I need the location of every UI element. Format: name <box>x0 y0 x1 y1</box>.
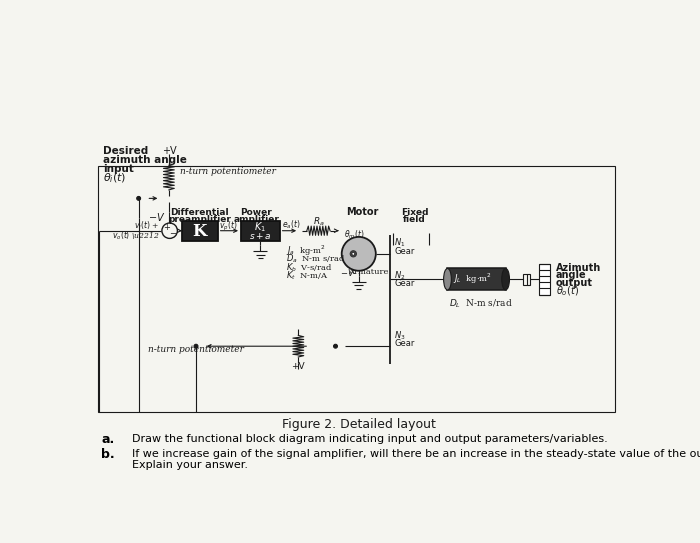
Text: input: input <box>103 164 134 174</box>
Circle shape <box>350 251 356 257</box>
Text: $\theta_o(t)$: $\theta_o(t)$ <box>556 284 579 298</box>
Text: +: + <box>163 223 170 232</box>
Text: $\theta_i(t)$: $\theta_i(t)$ <box>103 172 127 185</box>
Bar <box>539 264 550 295</box>
Text: $s+a$: $s+a$ <box>249 231 272 241</box>
Text: angle: angle <box>556 270 587 280</box>
Text: Gear: Gear <box>394 247 415 256</box>
Text: $e_a(t)$: $e_a(t)$ <box>282 218 300 231</box>
Text: $v_i(t)$ +: $v_i(t)$ + <box>134 220 160 232</box>
Text: $N_3$: $N_3$ <box>394 329 406 342</box>
Text: a.: a. <box>102 433 115 446</box>
Text: field: field <box>403 216 426 224</box>
Text: n-turn potentiometer: n-turn potentiometer <box>148 345 244 354</box>
Circle shape <box>352 252 355 255</box>
Text: output: output <box>556 278 593 288</box>
Text: −: − <box>169 229 176 238</box>
Ellipse shape <box>502 268 510 290</box>
Text: $D_a$  N-m s/rad: $D_a$ N-m s/rad <box>286 253 346 266</box>
Text: n-turn potentiometer: n-turn potentiometer <box>181 167 276 176</box>
Circle shape <box>334 344 337 348</box>
Text: Gear: Gear <box>394 279 415 288</box>
Circle shape <box>194 344 198 348</box>
Circle shape <box>136 197 141 200</box>
Text: $v_p(t)$: $v_p(t)$ <box>219 219 238 232</box>
Text: Power: Power <box>241 208 272 217</box>
Text: $J_a$  kg-m$^2$: $J_a$ kg-m$^2$ <box>286 243 326 258</box>
Text: Draw the functional block diagram indicating input and output parameters/variabl: Draw the functional block diagram indica… <box>132 434 608 444</box>
Bar <box>524 274 530 285</box>
Circle shape <box>342 237 376 271</box>
Text: Explain your answer.: Explain your answer. <box>132 460 248 470</box>
Text: Fixed: Fixed <box>401 208 428 217</box>
Ellipse shape <box>444 268 452 290</box>
Bar <box>97 166 615 413</box>
Text: Desired: Desired <box>103 146 148 156</box>
Text: $K_t$  N-m/A: $K_t$ N-m/A <box>286 270 328 282</box>
Circle shape <box>162 223 177 238</box>
Text: $-V$: $-V$ <box>148 211 165 223</box>
Text: $K_1$: $K_1$ <box>254 220 266 234</box>
Text: $N_2$: $N_2$ <box>394 269 406 282</box>
Bar <box>182 220 218 242</box>
Text: $K_b$  V-s/rad: $K_b$ V-s/rad <box>286 261 332 274</box>
Text: $N_1$: $N_1$ <box>394 237 406 249</box>
Text: b.: b. <box>102 447 115 460</box>
Text: Armature: Armature <box>348 268 388 275</box>
Bar <box>241 220 280 242</box>
Text: $J_L$  kg$\cdot$m$^2$: $J_L$ kg$\cdot$m$^2$ <box>453 272 492 286</box>
Text: Motor: Motor <box>346 207 379 217</box>
Text: $D_L$  N-m s/rad: $D_L$ N-m s/rad <box>449 298 513 310</box>
Text: If we increase gain of the signal amplifier, will there be an increase in the st: If we increase gain of the signal amplif… <box>132 449 700 459</box>
Text: $v_o(t)$ \u2212: $v_o(t)$ \u2212 <box>112 229 160 242</box>
Text: Gear: Gear <box>394 339 415 349</box>
Text: +V: +V <box>291 362 305 371</box>
Text: +V: +V <box>162 146 176 156</box>
Text: K: K <box>193 223 207 239</box>
Text: Differential: Differential <box>171 208 229 217</box>
Text: $-V$: $-V$ <box>340 267 356 278</box>
Text: $\theta_m(t)$: $\theta_m(t)$ <box>344 228 364 241</box>
Bar <box>447 268 505 290</box>
Text: azimuth angle: azimuth angle <box>103 155 187 165</box>
Text: Figure 2. Detailed layout: Figure 2. Detailed layout <box>282 418 435 431</box>
Text: Azimuth: Azimuth <box>556 263 601 273</box>
Text: $R_a$: $R_a$ <box>313 215 324 228</box>
Text: amplifier: amplifier <box>234 216 279 224</box>
Text: preamplifier: preamplifier <box>169 216 231 224</box>
